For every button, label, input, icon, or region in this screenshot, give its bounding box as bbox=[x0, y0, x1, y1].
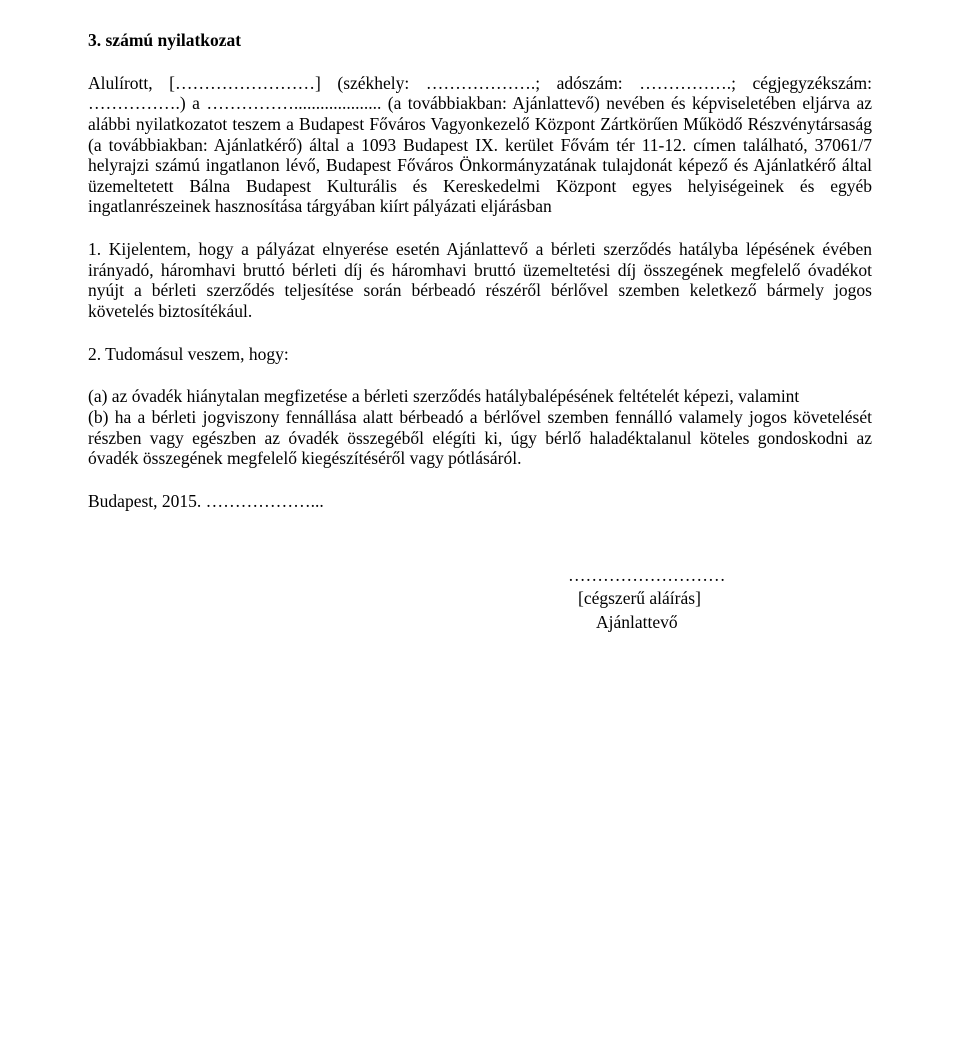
date-line: Budapest, 2015. ………………... bbox=[88, 491, 872, 512]
signature-block: ……………………… [cégszerű aláírás] Ajánlattevő bbox=[88, 564, 872, 635]
signature-role: Ajánlattevő bbox=[568, 611, 872, 635]
declaration-item-1: 1. Kijelentem, hogy a pályázat elnyerése… bbox=[88, 239, 872, 322]
declaration-item-2b: (b) ha a bérleti jogviszony fennállása a… bbox=[88, 407, 872, 469]
declaration-item-2a: (a) az óvadék hiánytalan megfizetése a b… bbox=[88, 386, 872, 407]
signature-label: [cégszerű aláírás] bbox=[568, 587, 872, 611]
signature-dots: ……………………… bbox=[568, 564, 872, 588]
document-title: 3. számú nyilatkozat bbox=[88, 30, 872, 51]
declaration-item-2-lead: 2. Tudomásul veszem, hogy: bbox=[88, 344, 872, 365]
intro-paragraph: Alulírott, [……………………] (székhely: ……………….… bbox=[88, 73, 872, 217]
